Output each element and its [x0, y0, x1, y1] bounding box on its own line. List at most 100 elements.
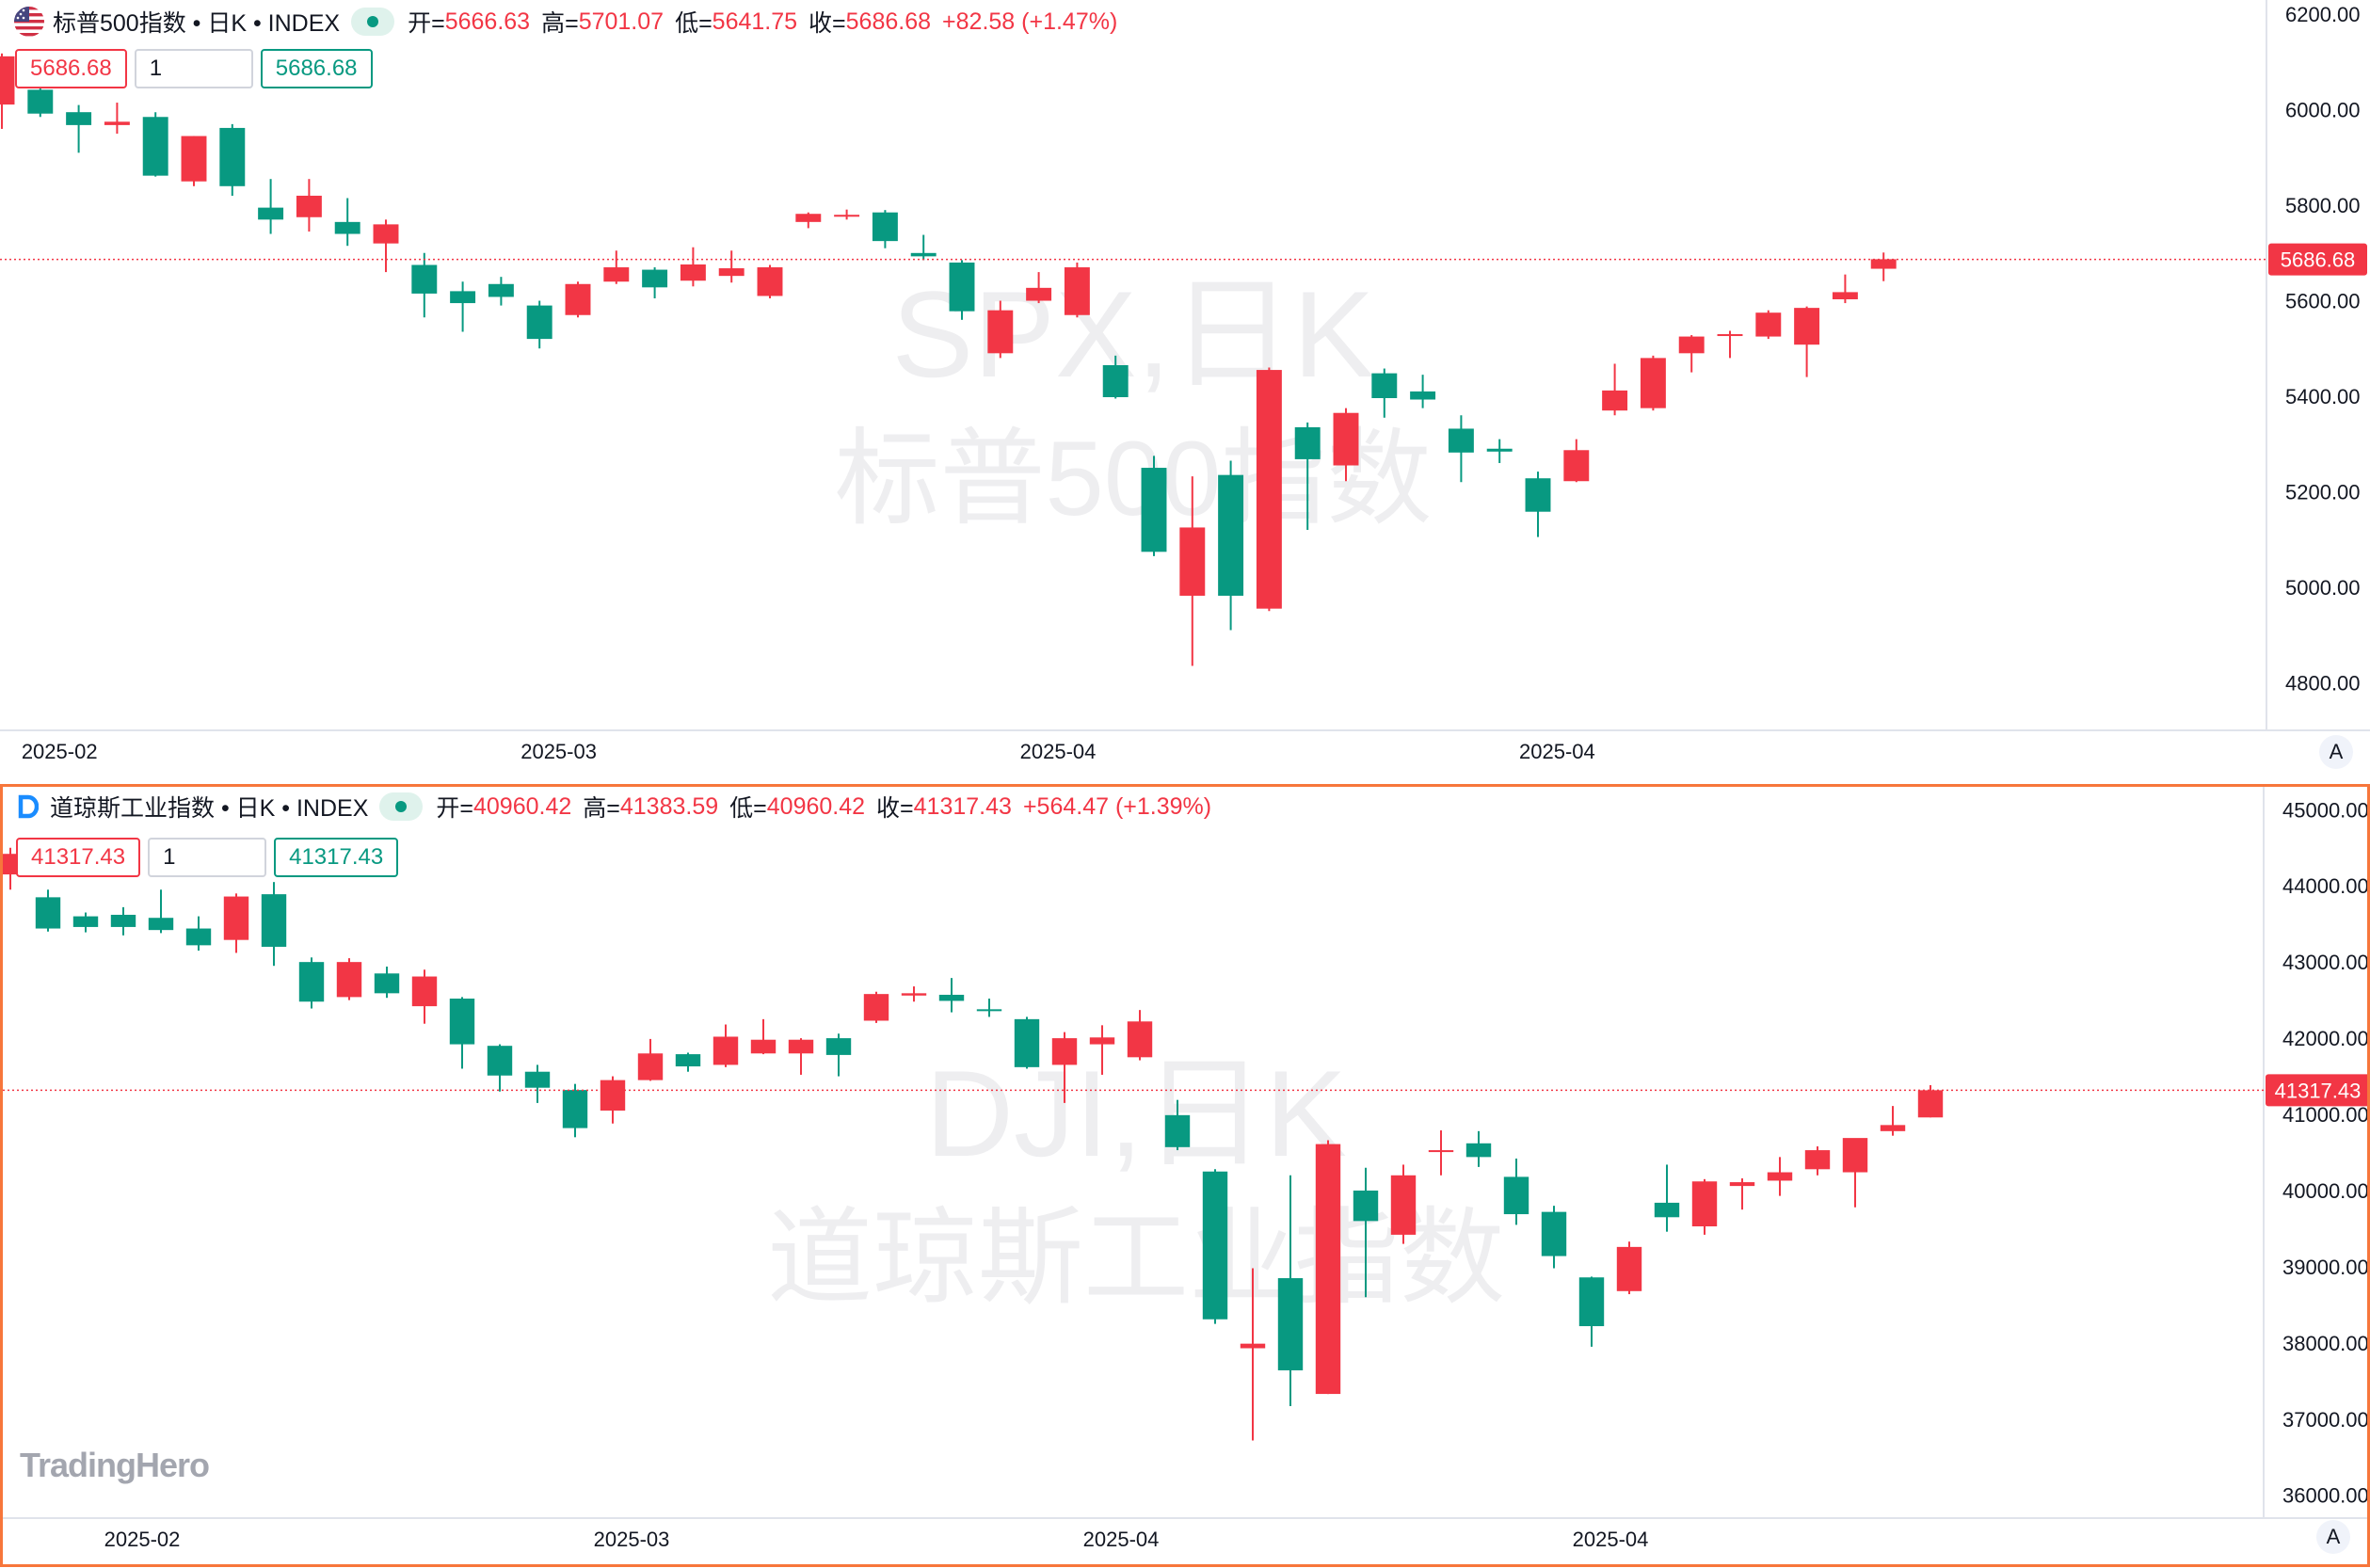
- candle: [1448, 415, 1474, 483]
- candle-body: [219, 127, 246, 186]
- last-price-label: 5686.68: [2281, 248, 2356, 272]
- high-value: 41383.59: [619, 792, 719, 820]
- candle: [642, 267, 668, 298]
- dji-candlestick-chart[interactable]: 45000.00 44000.00 43000.00 42000.00 41000.00…: [3, 787, 2367, 1564]
- candle: [1578, 1276, 1605, 1347]
- candle: [1164, 1099, 1191, 1151]
- candle: [1465, 1130, 1492, 1167]
- candle: [757, 264, 783, 298]
- last-price-tag: [2266, 1074, 2367, 1107]
- candle-body: [1410, 391, 1436, 400]
- candle-body: [562, 1090, 588, 1128]
- candle: [261, 882, 287, 967]
- buy-button[interactable]: 5686.68: [260, 49, 373, 88]
- visibility-toggle-icon[interactable]: [379, 792, 424, 821]
- candle-body: [1804, 1150, 1831, 1170]
- y-tick-label: 41000.00: [2282, 1103, 2367, 1127]
- candle-body: [185, 928, 212, 946]
- quantity-input[interactable]: 1: [134, 49, 253, 88]
- candle: [1917, 1084, 1944, 1118]
- candle: [223, 893, 249, 953]
- tradinghero-logo: TradingHero: [20, 1446, 210, 1484]
- close-value: 5686.68: [845, 8, 932, 35]
- candle-body: [1917, 1090, 1944, 1118]
- candle: [1525, 472, 1551, 537]
- auto-scale-button[interactable]: A: [2316, 1520, 2350, 1554]
- candle-body: [603, 267, 630, 282]
- buy-button[interactable]: 41317.43: [274, 838, 399, 877]
- y-tick-label: 5200.00: [2285, 480, 2361, 504]
- candle-body: [1465, 1143, 1492, 1158]
- candle-body: [1616, 1246, 1642, 1291]
- candle: [219, 123, 246, 196]
- candle: [35, 889, 61, 932]
- candle-body: [487, 1046, 513, 1076]
- candle-body: [1371, 373, 1398, 398]
- candle-body: [373, 224, 399, 244]
- candle: [1127, 1010, 1153, 1061]
- x-tick-label: 2025-04: [1083, 1528, 1160, 1551]
- spx-order-panel: 5686.68 1 5686.68: [15, 49, 373, 88]
- spx-candlestick-chart[interactable]: 6200.00 6000.00 5800.00 5600.00 5400.00 5200.…: [0, 0, 2370, 781]
- candle: [488, 277, 514, 306]
- close-value: 41317.43: [913, 792, 1012, 820]
- candle-body: [565, 283, 591, 315]
- candle-body: [1541, 1211, 1567, 1256]
- low-label: 低=: [729, 795, 767, 822]
- candle: [258, 179, 284, 234]
- candle-body: [1654, 1202, 1680, 1218]
- candle: [863, 991, 889, 1023]
- candle: [1026, 272, 1052, 304]
- candle: [1870, 252, 1897, 281]
- spx-chart-pane[interactable]: SPX,日K 标普500指数 6200.00 6000.00 5800.00 5600…: [0, 0, 2370, 781]
- candle-body: [1294, 426, 1321, 459]
- candle: [334, 198, 360, 247]
- candle-body: [863, 994, 889, 1021]
- candle-body: [1141, 468, 1167, 552]
- candle-body: [1277, 1278, 1304, 1370]
- visibility-toggle-icon[interactable]: [351, 8, 395, 36]
- candle: [1390, 1164, 1417, 1244]
- candle-body: [1880, 1125, 1906, 1131]
- candle: [1089, 1025, 1115, 1075]
- dji-logo-icon: [16, 792, 40, 822]
- candle-body: [334, 221, 360, 234]
- candle-body: [637, 1053, 664, 1080]
- candle-body: [142, 117, 168, 176]
- candle: [834, 209, 860, 220]
- candle-body: [1794, 308, 1820, 345]
- sell-button[interactable]: 41317.43: [16, 838, 141, 877]
- candle: [110, 906, 136, 936]
- candle-body: [642, 269, 668, 288]
- candle: [1486, 439, 1513, 463]
- candle: [562, 1083, 588, 1138]
- candle: [1410, 375, 1436, 408]
- candle: [938, 978, 965, 1013]
- x-tick-label: 2025-02: [22, 740, 98, 763]
- candle-body: [258, 207, 284, 220]
- open-value: 40960.42: [472, 792, 572, 820]
- candle: [1541, 1206, 1567, 1269]
- y-tick-label: 38000.00: [2282, 1332, 2367, 1355]
- candle: [901, 986, 927, 1002]
- candle: [565, 281, 591, 318]
- sell-button[interactable]: 5686.68: [15, 49, 127, 88]
- candle: [1064, 262, 1090, 318]
- candle-body: [449, 999, 475, 1045]
- candle: [296, 179, 322, 232]
- candle: [750, 1018, 777, 1055]
- candle-body: [1640, 358, 1666, 408]
- auto-scale-button[interactable]: A: [2319, 735, 2353, 769]
- candle-body: [675, 1054, 701, 1067]
- candle-body: [336, 962, 362, 998]
- candle: [1755, 310, 1782, 340]
- candle: [1294, 422, 1321, 530]
- candle: [524, 1064, 551, 1103]
- candle: [1353, 1167, 1379, 1298]
- candle-body: [411, 264, 438, 294]
- dji-chart-pane[interactable]: DJI,日K 道琼斯工业指数 45000.00 44000.00 43000.00 4…: [0, 784, 2370, 1567]
- candle: [1315, 1140, 1341, 1395]
- candle-body: [788, 1039, 814, 1054]
- candle-body: [718, 268, 745, 277]
- quantity-input[interactable]: 1: [148, 838, 267, 877]
